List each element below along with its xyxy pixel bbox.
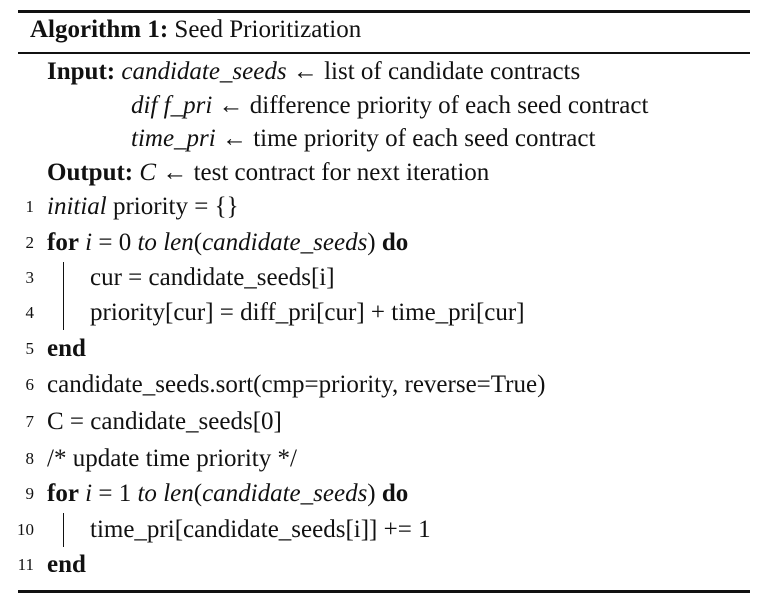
loop-collection: candidate_seeds <box>202 480 368 507</box>
input-line-3: time_pri ← time priority of each seed co… <box>131 123 595 155</box>
algorithm-title: Seed Prioritization <box>174 16 362 43</box>
line-number: 11 <box>17 555 34 574</box>
close-paren: ) <box>367 480 382 507</box>
close-paren: ) <box>367 229 382 256</box>
line-number: 10 <box>17 520 34 539</box>
for-keyword: for <box>47 229 79 256</box>
algorithm-caption: Algorithm 1: Seed Prioritization <box>30 16 361 44</box>
loop-start: = 1 <box>92 480 138 507</box>
statement-text: time_pri[candidate_seeds[i]] += 1 <box>90 516 431 543</box>
output-name: C <box>139 159 157 186</box>
algorithm-line: 8 /* update time priority */ <box>0 443 768 475</box>
line-number: 5 <box>25 339 35 358</box>
statement-text: candidate_seeds.sort(cmp=priority, rever… <box>47 371 546 398</box>
loop-body-bar <box>63 262 64 330</box>
loop-variable: i <box>85 480 93 507</box>
statement-text: priority[cur] = diff_pri[cur] + time_pri… <box>90 299 525 326</box>
algorithm-line: 5 end <box>0 333 768 365</box>
line-number: 8 <box>25 449 35 468</box>
line-number: 6 <box>25 375 35 394</box>
algorithm-line: 10 time_pri[candidate_seeds[i]] += 1 <box>0 514 768 546</box>
input-keyword: Input: <box>47 58 116 85</box>
input-arrow-2: ← <box>218 92 244 119</box>
algorithm-line: 7 C = candidate_seeds[0] <box>0 406 768 438</box>
open-paren: ( <box>193 480 203 507</box>
output-line: Output: C ← test contract for next itera… <box>47 157 489 189</box>
input-line-1: Input: candidate_seeds ← list of candida… <box>47 56 580 88</box>
algorithm-line: 2 for i = 0 to len(candidate_seeds) do <box>0 227 768 259</box>
line-number: 3 <box>25 268 35 287</box>
algorithm-line: 4 priority[cur] = diff_pri[cur] + time_p… <box>0 297 768 329</box>
len-function: len <box>163 480 194 507</box>
bottom-rule <box>18 590 750 593</box>
for-keyword: for <box>47 480 79 507</box>
line-number: 7 <box>25 412 35 431</box>
algorithm-line: 6 candidate_seeds.sort(cmp=priority, rev… <box>0 369 768 401</box>
loop-collection: candidate_seeds <box>202 229 368 256</box>
line-number: 4 <box>25 303 35 322</box>
statement-text: cur = candidate_seeds[i] <box>90 264 335 291</box>
input-arrow-3: ← <box>221 125 247 152</box>
input-name-1: candidate_seeds <box>121 58 287 85</box>
input-arrow-1: ← <box>292 58 318 85</box>
statement-text: priority = {} <box>106 193 239 220</box>
open-paren: ( <box>193 229 203 256</box>
do-keyword: do <box>381 480 409 507</box>
input-desc-2: difference priority of each seed contrac… <box>249 92 649 119</box>
input-line-2: dif f_pri ← difference priority of each … <box>131 90 648 122</box>
top-rule <box>18 10 750 13</box>
statement-text: C = candidate_seeds[0] <box>47 408 282 435</box>
loop-variable: i <box>85 229 93 256</box>
input-desc-1: list of candidate contracts <box>324 58 581 85</box>
algorithm-line: 11 end <box>0 549 768 581</box>
algorithm-label: Algorithm 1: <box>30 16 169 43</box>
do-keyword: do <box>381 229 409 256</box>
output-arrow: ← <box>162 159 188 186</box>
line-number: 9 <box>25 484 35 503</box>
to-keyword: to <box>137 229 157 256</box>
end-keyword: end <box>47 335 86 362</box>
output-keyword: Output: <box>47 159 134 186</box>
algorithm-line: 9 for i = 1 to len(candidate_seeds) do <box>0 478 768 510</box>
to-keyword: to <box>137 480 157 507</box>
algorithm-line: 1 initial priority = {} <box>0 191 768 223</box>
caption-rule <box>18 52 750 54</box>
input-desc-3: time priority of each seed contract <box>253 125 596 152</box>
end-keyword: end <box>47 551 86 578</box>
comment-text: /* update time priority */ <box>47 445 297 472</box>
input-name-3: time_pri <box>131 125 216 152</box>
line-number: 2 <box>25 233 35 252</box>
input-name-2: dif f_pri <box>131 92 213 119</box>
loop-start: = 0 <box>92 229 138 256</box>
initial-keyword: initial <box>47 193 107 220</box>
output-desc: test contract for next iteration <box>193 159 490 186</box>
line-number: 1 <box>25 197 35 216</box>
len-function: len <box>163 229 194 256</box>
algorithm-line: 3 cur = candidate_seeds[i] <box>0 262 768 294</box>
loop-body-bar <box>63 513 64 547</box>
